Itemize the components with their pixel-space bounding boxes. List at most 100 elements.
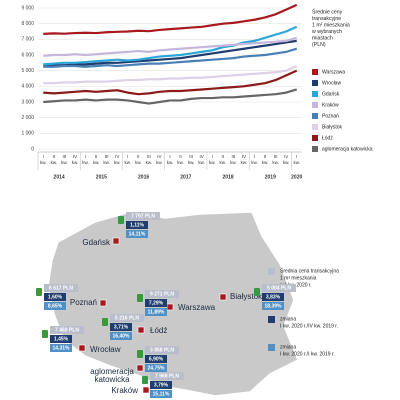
year-label: 2016 bbox=[138, 174, 149, 180]
legend-swatch bbox=[312, 135, 318, 141]
change-q-box bbox=[145, 299, 167, 307]
price-icon bbox=[137, 294, 143, 302]
city-marker bbox=[78, 344, 86, 352]
change-y-text: 16,40% bbox=[113, 334, 131, 340]
change-y-text: 15,11% bbox=[153, 392, 170, 398]
legend-title: transakcyjne bbox=[312, 16, 341, 22]
x-tick-suffix: kw. bbox=[103, 160, 110, 165]
change-q-box bbox=[50, 335, 72, 343]
x-tick-suffix: kw. bbox=[156, 160, 163, 165]
x-tick-label: I bbox=[127, 154, 128, 159]
price-icon bbox=[102, 318, 108, 326]
price-icon bbox=[42, 330, 48, 338]
x-tick-suffix: kw. bbox=[82, 160, 89, 165]
legend-swatch bbox=[312, 124, 318, 130]
map-legend-text: I kw. 2020 r./I kw. 2019 r. bbox=[280, 351, 335, 357]
map-legend-swatch bbox=[268, 344, 275, 351]
price-icon bbox=[36, 288, 42, 296]
x-tick-label: IV bbox=[242, 154, 246, 159]
city-marker bbox=[166, 303, 174, 311]
change-q-text: 1,11% bbox=[130, 223, 144, 229]
city-name: Łódź bbox=[150, 326, 167, 335]
city-name: Poznań bbox=[70, 298, 97, 307]
price-box bbox=[262, 284, 296, 292]
change-q-text: 1,60% bbox=[48, 295, 63, 301]
x-tick-suffix: kw. bbox=[114, 160, 121, 165]
change-q-text: 1,45% bbox=[54, 337, 69, 343]
map-legend-swatch bbox=[268, 268, 275, 275]
legend-swatch bbox=[312, 146, 318, 152]
year-label: 2018 bbox=[223, 174, 234, 180]
x-tick-label: III bbox=[274, 154, 278, 159]
legend-label: Poznań bbox=[322, 113, 339, 119]
x-tick-label: I bbox=[85, 154, 86, 159]
change-q-text: 6,90% bbox=[149, 357, 164, 363]
legend-label: Białystok bbox=[322, 124, 343, 130]
price-icon bbox=[137, 350, 143, 358]
x-tick-label: II bbox=[137, 154, 140, 159]
price-box bbox=[145, 290, 179, 298]
price-text: 7 797 PLN bbox=[131, 214, 155, 220]
x-tick-suffix: kw. bbox=[40, 160, 47, 165]
x-tick-suffix: kw. bbox=[198, 160, 205, 165]
legend-swatch bbox=[312, 80, 318, 86]
x-tick-label: III bbox=[231, 154, 235, 159]
series-line bbox=[43, 25, 298, 66]
price-text: 3 858 PLN bbox=[150, 348, 174, 354]
x-tick-suffix: kw. bbox=[93, 160, 100, 165]
map-legend-text: zmiana bbox=[280, 344, 296, 350]
x-tick-suffix: kw. bbox=[241, 160, 248, 165]
change-y-text: 24,75% bbox=[148, 366, 166, 372]
legend-label: Kraków bbox=[322, 102, 339, 108]
x-tick-label: I bbox=[169, 154, 170, 159]
legend-swatch bbox=[312, 69, 318, 75]
legend-swatch bbox=[312, 102, 318, 108]
x-tick-label: II bbox=[53, 154, 56, 159]
change-q-box bbox=[150, 381, 172, 389]
x-tick-suffix: kw. bbox=[125, 160, 132, 165]
x-tick-suffix: kw. bbox=[230, 160, 237, 165]
x-tick-label: II bbox=[222, 154, 225, 159]
x-tick-label: IV bbox=[200, 154, 204, 159]
year-label: 2017 bbox=[180, 174, 191, 180]
change-y-text: 8,65% bbox=[48, 304, 63, 310]
x-tick-label: III bbox=[63, 154, 67, 159]
year-label: 2014 bbox=[54, 174, 65, 180]
change-y-box bbox=[50, 344, 72, 352]
change-q-text: 3,71% bbox=[114, 325, 129, 331]
change-y-box bbox=[126, 230, 148, 238]
x-tick-label: II bbox=[264, 154, 267, 159]
y-tick-label: 6 000 bbox=[21, 52, 34, 58]
x-tick-suffix: kw. bbox=[61, 160, 68, 165]
x-tick-label: I bbox=[254, 154, 255, 159]
y-tick-label: 2 000 bbox=[21, 115, 34, 121]
price-box bbox=[110, 314, 144, 322]
change-q-box bbox=[44, 293, 66, 301]
legend-swatch bbox=[312, 113, 318, 119]
change-y-box bbox=[145, 308, 167, 316]
year-label: 2019 bbox=[265, 174, 276, 180]
legend-label: aglomeracja katowicka bbox=[322, 146, 373, 152]
x-tick-label: III bbox=[147, 154, 151, 159]
change-y-text: 14,11% bbox=[129, 232, 146, 238]
legend-label: Łódź bbox=[322, 135, 333, 141]
x-tick-label: IV bbox=[284, 154, 288, 159]
year-label: 2020 bbox=[291, 174, 302, 180]
change-q-box bbox=[262, 293, 284, 301]
x-tick-suffix: kw. bbox=[220, 160, 227, 165]
x-tick-suffix: kw. bbox=[188, 160, 195, 165]
x-tick-suffix: kw. bbox=[135, 160, 142, 165]
map-legend-text: Średnia cena transakcyjna bbox=[280, 266, 339, 274]
change-y-text: 18,39% bbox=[265, 304, 283, 310]
x-tick-suffix: kw. bbox=[146, 160, 153, 165]
series-line bbox=[43, 36, 298, 57]
change-q-text: 7,29% bbox=[149, 301, 164, 307]
price-text: 7 460 PLN bbox=[55, 328, 79, 334]
city-marker bbox=[142, 386, 150, 394]
price-box bbox=[44, 284, 78, 292]
y-tick-label: 3 000 bbox=[21, 99, 34, 105]
city-name: Kraków bbox=[111, 386, 138, 395]
x-tick-suffix: kw. bbox=[283, 160, 290, 165]
price-box bbox=[145, 346, 179, 354]
